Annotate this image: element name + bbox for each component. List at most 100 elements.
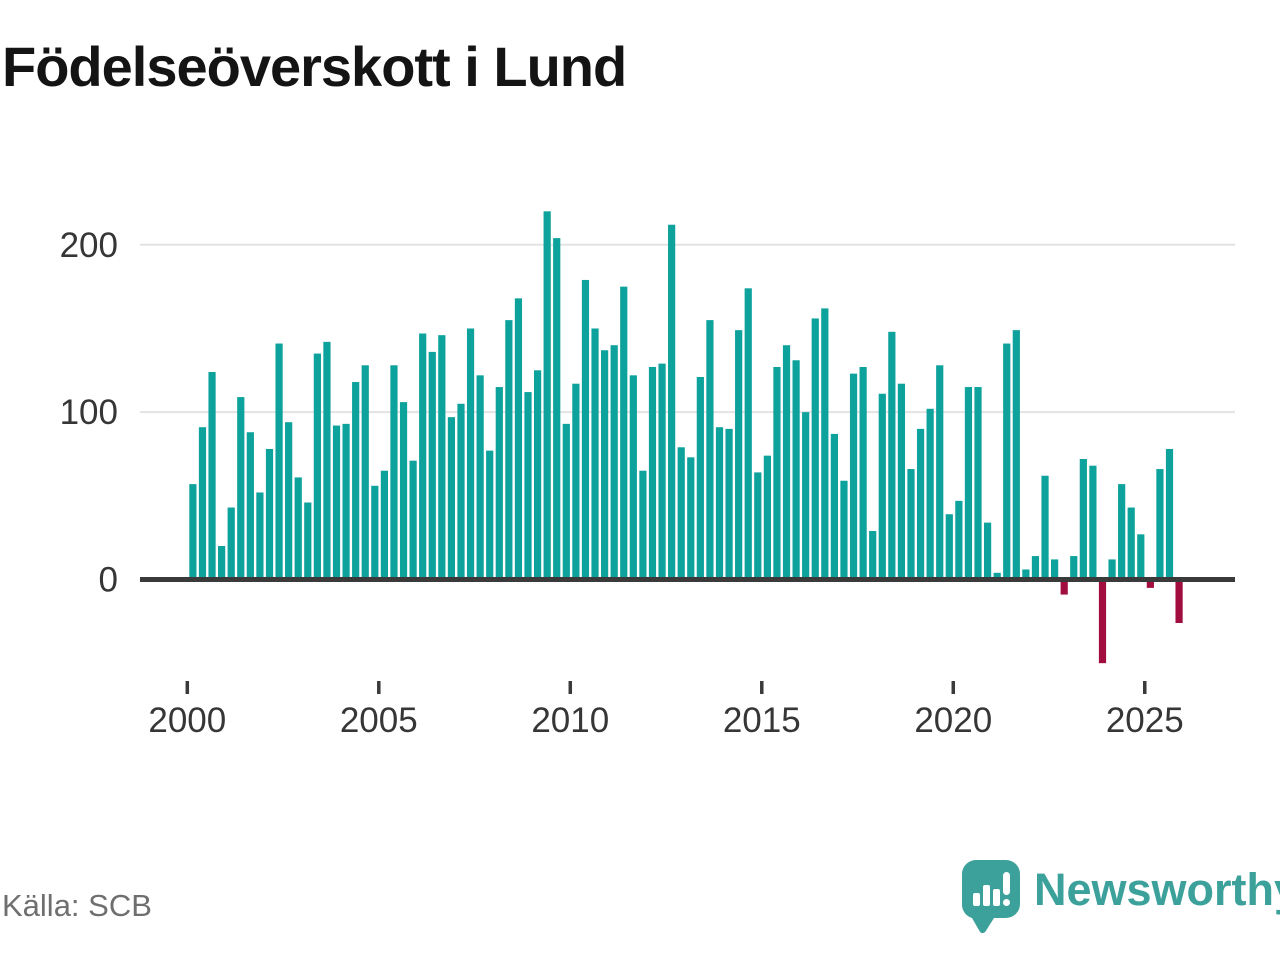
bar-2002-q2 [275,343,283,580]
bar-2019-q1 [916,428,925,580]
bar-2018-q3 [897,383,906,580]
bar-2022-q4 [1060,579,1068,595]
bar-2009-q2 [543,211,551,580]
bar-2024-q1 [1108,559,1116,580]
bar-2020-q1 [955,500,963,580]
bar-2015-q3 [782,345,791,580]
bar-2016-q1 [802,412,810,580]
bar-2020-q2 [964,387,973,580]
bar-2004-q2 [352,382,360,580]
bar-2016-q2 [811,318,819,580]
bar-2002-q4 [294,477,302,580]
bar-2004-q3 [361,365,369,580]
bar-2008-q4 [524,392,532,580]
bar-2011-q1 [610,345,618,580]
bar-2005-q4 [409,460,417,580]
bar-2012-q3 [668,224,676,580]
bar-2008-q2 [505,320,513,580]
bar-2005-q1 [380,470,388,580]
bar-2013-q3 [706,320,714,580]
bar-2001-q1 [227,507,235,580]
x-tick-2020 [951,681,956,694]
bar-2006-q3 [438,335,446,580]
bar-2012-q4 [677,447,685,580]
bar-2014-q3 [744,288,752,580]
bar-2010-q2 [581,279,590,580]
bar-2020-q4 [983,522,992,580]
x-tick-2025 [1143,681,1147,694]
bar-2025-q3 [1165,448,1174,580]
bar-2001-q4 [256,492,264,580]
bar-2018-q1 [878,393,886,580]
x-tick-2015 [760,681,764,694]
x-tick-2010 [568,681,573,694]
bar-2010-q1 [572,383,580,580]
bar-2019-q4 [945,514,953,580]
bar-2011-q2 [620,286,628,580]
page-title: Födelseöverskott i Lund [2,35,627,98]
bar-2003-q3 [323,341,331,580]
bar-2009-q1 [533,370,542,580]
bar-2009-q3 [553,238,561,580]
bar-2007-q1 [457,403,465,580]
bar-2005-q3 [399,402,408,580]
bar-2010-q3 [591,328,599,580]
bar-2008-q1 [495,387,503,580]
bar-2006-q1 [419,333,427,580]
bar-2013-q1 [687,457,695,580]
bar-2021-q4 [1022,569,1030,580]
bar-2019-q2 [926,408,934,580]
y-tick-label-0: 0 [99,561,118,600]
x-tick-label-2000: 2000 [148,701,226,740]
bar-2017-q1 [840,480,848,580]
brand-name: Newsworthy [1034,864,1280,915]
bar-2008-q3 [514,298,523,580]
bar-2005-q2 [390,365,398,580]
bar-2014-q2 [735,330,743,580]
bar-2024-q3 [1127,507,1135,580]
bar-2012-q1 [648,366,657,580]
bar-2016-q3 [821,308,829,580]
bar-2020-q3 [974,387,982,580]
bar-2001-q2 [237,397,245,580]
bar-2017-q4 [869,530,877,580]
bar-2003-q2 [313,353,321,580]
y-tick-label-200: 200 [60,226,118,265]
bar-2021-q1 [993,572,1001,580]
bar-2017-q2 [849,373,858,580]
bar-2021-q3 [1012,330,1020,580]
bar-2002-q1 [265,448,274,580]
newsworthy-logo: Newsworthy [962,860,1280,944]
bar-2000-q2 [198,427,207,580]
bar-2012-q2 [658,363,666,580]
bar-2024-q4 [1137,534,1145,580]
bar-2014-q4 [754,472,762,580]
bar-2025-q2 [1156,469,1164,580]
bar-2015-q2 [773,366,781,580]
bar-2003-q1 [304,502,312,580]
bar-2006-q2 [428,351,436,580]
bar-2018-q4 [907,469,915,580]
bar-2013-q4 [715,427,724,580]
x-tick-label-2015: 2015 [723,701,801,740]
bar-2024-q2 [1118,484,1126,580]
bar-2023-q3 [1089,465,1097,580]
x-tick-label-2025: 2025 [1106,701,1184,740]
bar-2018-q2 [888,331,896,580]
bar-2022-q2 [1041,475,1049,580]
source-note: Källa: SCB [2,888,152,923]
bar-2003-q4 [332,425,341,580]
bar-2011-q4 [639,470,647,580]
bar-2011-q3 [629,375,637,580]
bar-2021-q2 [1003,343,1011,580]
bar-2016-q4 [830,433,838,580]
bar-2013-q2 [696,377,704,580]
bar-2022-q1 [1031,556,1040,580]
x-tick-2000 [185,681,190,694]
bar-2023-q2 [1079,459,1087,580]
bar-2009-q4 [562,423,570,580]
bar-2006-q4 [447,417,456,580]
bar-2007-q3 [476,375,484,580]
y-tick-label-100: 100 [60,393,118,432]
